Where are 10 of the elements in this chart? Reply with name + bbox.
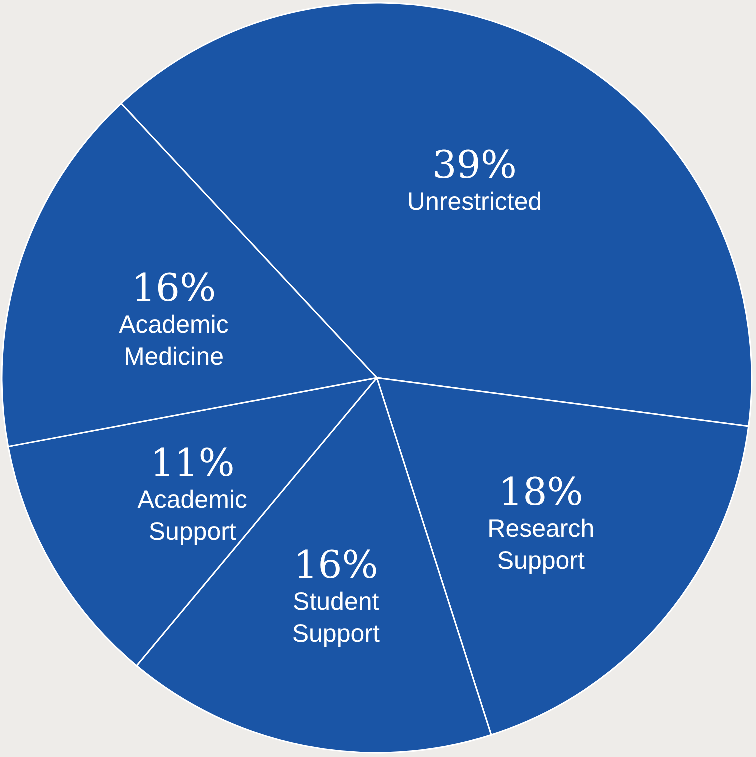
data-label: 18% [498,470,584,514]
data-label: 39% [432,142,518,187]
slice-label: Unrestricted [407,188,542,216]
slice-label: Academic Medicine [119,311,229,372]
slice-label: Academic Support [138,486,248,546]
data-label: 16% [294,542,378,587]
data-label: 11% [150,441,235,486]
data-label: 16% [132,266,216,310]
slice-label: Research Support [488,514,595,575]
slice-label: Student Support [292,588,380,648]
